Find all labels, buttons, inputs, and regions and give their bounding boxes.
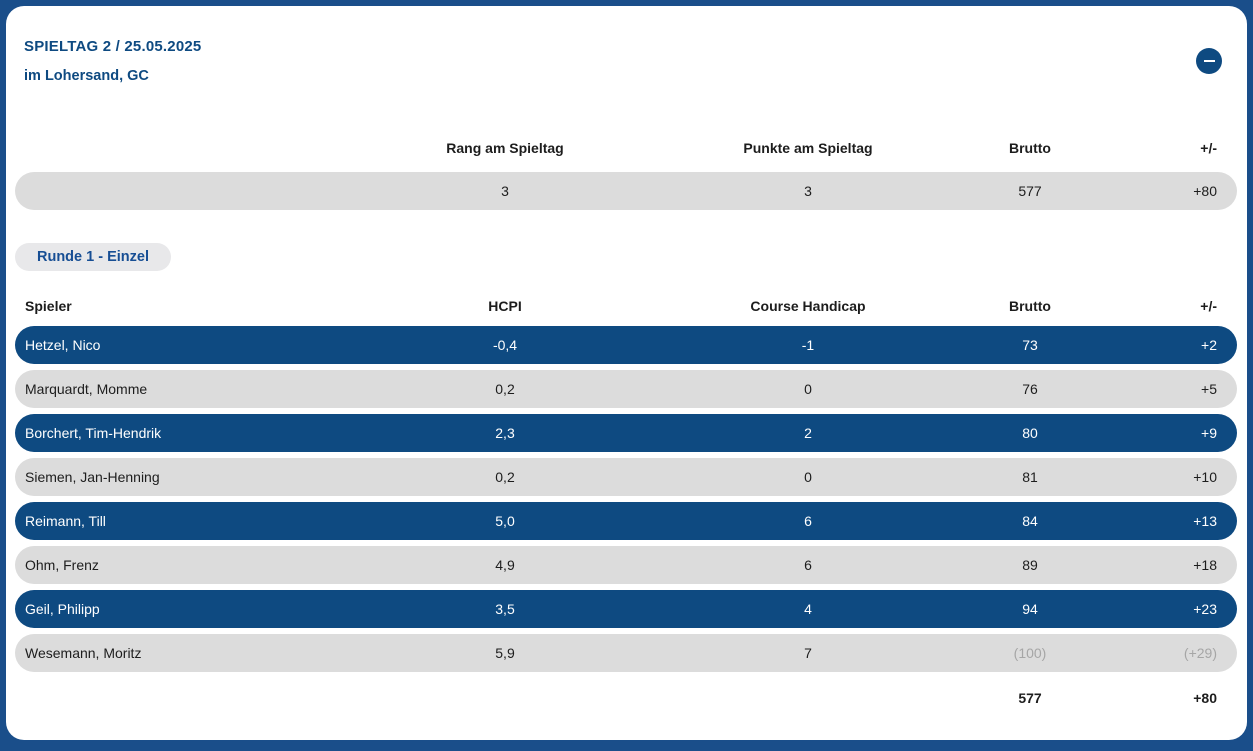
matchday-location: im Lohersand, GC [24,68,149,84]
player-row[interactable]: Ohm, Frenz 4,9 6 89 +18 [15,546,1237,584]
player-hcpi: 0,2 [495,381,515,397]
summary-punkte-value: 3 [804,183,812,199]
players-header-hcpi: HCPI [488,298,522,314]
player-hcpi: 2,3 [495,425,515,441]
round-badge: Runde 1 - Einzel [15,243,171,271]
players-header-course-handicap: Course Handicap [750,298,866,314]
player-name: Siemen, Jan-Henning [25,469,160,485]
player-plusminus: +23 [1193,601,1217,617]
player-name: Wesemann, Moritz [25,645,142,661]
player-hcpi: 3,5 [495,601,515,617]
player-course-handicap: 6 [804,557,812,573]
player-row[interactable]: Wesemann, Moritz 5,9 7 (100) (+29) [15,634,1237,672]
player-brutto: 94 [1022,601,1038,617]
summary-rang-value: 3 [501,183,509,199]
summary-header-brutto: Brutto [1009,140,1051,156]
player-brutto: (100) [1013,645,1047,661]
player-name: Reimann, Till [25,513,106,529]
player-name: Geil, Philipp [25,601,100,617]
total-brutto: 577 [1018,690,1042,706]
matchday-card: SPIELTAG 2 / 25.05.2025 im Lohersand, GC… [6,6,1247,740]
player-hcpi: 5,9 [495,645,515,661]
totals-row: 577 +80 [15,688,1237,708]
player-row[interactable]: Reimann, Till 5,0 6 84 +13 [15,502,1237,540]
player-name: Borchert, Tim-Hendrik [25,425,162,441]
player-row[interactable]: Geil, Philipp 3,5 4 94 +23 [15,590,1237,628]
player-row[interactable]: Siemen, Jan-Henning 0,2 0 81 +10 [15,458,1237,496]
player-plusminus: +2 [1201,337,1217,353]
player-plusminus: (+29) [1183,645,1217,661]
total-plusminus: +80 [1193,690,1217,706]
players-header-brutto: Brutto [1009,298,1051,314]
players-header-spieler: Spieler [25,298,72,314]
player-name: Ohm, Frenz [25,557,99,573]
player-plusminus: +10 [1193,469,1217,485]
summary-brutto-value: 577 [1018,183,1042,199]
summary-plusminus-value: +80 [1193,183,1217,199]
player-plusminus: +9 [1201,425,1217,441]
player-brutto: 84 [1022,513,1038,529]
player-brutto: 73 [1022,337,1038,353]
summary-header-punkte: Punkte am Spieltag [743,140,873,156]
player-name: Marquardt, Momme [25,381,148,397]
summary-table-header: Rang am Spieltag Punkte am Spieltag Brut… [15,139,1237,157]
player-hcpi: 4,9 [495,557,515,573]
player-hcpi: 0,2 [495,469,515,485]
summary-row: 3 3 577 +80 [15,172,1237,210]
player-brutto: 89 [1022,557,1038,573]
player-plusminus: +18 [1193,557,1217,573]
players-header-plusminus: +/- [1200,298,1217,314]
player-course-handicap: 6 [804,513,812,529]
player-hcpi: -0,4 [492,337,518,353]
player-brutto: 81 [1022,469,1038,485]
collapse-button[interactable] [1196,48,1222,74]
player-course-handicap: 7 [804,645,812,661]
minus-icon [1203,60,1215,62]
player-brutto: 80 [1022,425,1038,441]
players-table-header: Spieler HCPI Course Handicap Brutto +/- [15,297,1237,315]
player-brutto: 76 [1022,381,1038,397]
player-course-handicap: 0 [804,381,812,397]
player-hcpi: 5,0 [495,513,515,529]
player-plusminus: +5 [1201,381,1217,397]
player-row[interactable]: Borchert, Tim-Hendrik 2,3 2 80 +9 [15,414,1237,452]
player-course-handicap: 0 [804,469,812,485]
player-course-handicap: 2 [804,425,812,441]
player-plusminus: +13 [1193,513,1217,529]
summary-header-rang: Rang am Spieltag [446,140,564,156]
player-row[interactable]: Marquardt, Momme 0,2 0 76 +5 [15,370,1237,408]
matchday-header: SPIELTAG 2 / 25.05.2025 im Lohersand, GC [15,37,1238,86]
players-table-body: Hetzel, Nico -0,4 -1 73 +2 Marquardt, Mo… [15,326,1238,672]
player-course-handicap: 4 [804,601,812,617]
matchday-title: SPIELTAG 2 / 25.05.2025 [24,38,202,55]
player-course-handicap: -1 [801,337,815,353]
player-name: Hetzel, Nico [25,337,101,353]
player-row[interactable]: Hetzel, Nico -0,4 -1 73 +2 [15,326,1237,364]
summary-header-plusminus: +/- [1200,140,1217,156]
